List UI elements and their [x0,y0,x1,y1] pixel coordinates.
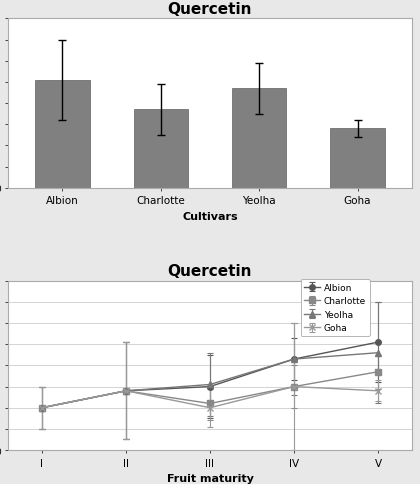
X-axis label: Fruit maturity: Fruit maturity [167,473,253,483]
Title: Quercetin: Quercetin [168,2,252,17]
Legend: Albion, Charlotte, Yeolha, Goha: Albion, Charlotte, Yeolha, Goha [300,280,370,336]
Bar [35,81,89,188]
Bar [331,129,385,188]
Bar [232,89,286,188]
Title: Quercetin: Quercetin [168,264,252,279]
X-axis label: Cultivars: Cultivars [182,212,238,221]
Bar [134,110,188,188]
